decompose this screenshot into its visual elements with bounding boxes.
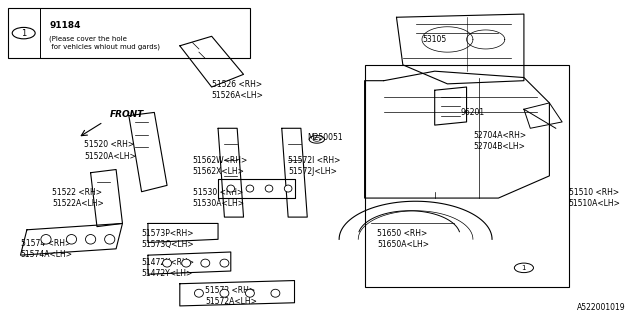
Text: M250051: M250051 (307, 133, 343, 142)
Ellipse shape (284, 185, 292, 192)
Text: 1: 1 (21, 28, 26, 38)
Text: 51522 <RH>
51522A<LH>: 51522 <RH> 51522A<LH> (52, 188, 104, 208)
Text: 91184: 91184 (49, 21, 81, 30)
Text: FRONT: FRONT (109, 110, 144, 119)
Ellipse shape (246, 185, 253, 192)
Text: 51650 <RH>
51650A<LH>: 51650 <RH> 51650A<LH> (378, 229, 429, 249)
Text: 51562W<RH>
51562X<LH>: 51562W<RH> 51562X<LH> (193, 156, 248, 176)
Text: 52704A<RH>
52704B<LH>: 52704A<RH> 52704B<LH> (473, 131, 526, 151)
Text: 51574 <RH>
51574A<LH>: 51574 <RH> 51574A<LH> (20, 239, 72, 259)
Ellipse shape (265, 185, 273, 192)
Ellipse shape (182, 259, 191, 267)
Text: 51572I <RH>
51572J<LH>: 51572I <RH> 51572J<LH> (288, 156, 340, 176)
Text: 51573P<RH>
51573Q<LH>: 51573P<RH> 51573Q<LH> (141, 229, 194, 249)
Text: A522001019: A522001019 (577, 303, 626, 312)
Text: 51520 <RH>
51520A<LH>: 51520 <RH> 51520A<LH> (84, 140, 136, 161)
Ellipse shape (86, 235, 96, 244)
Text: 1: 1 (522, 265, 526, 271)
Ellipse shape (246, 289, 254, 297)
Text: 96201: 96201 (460, 108, 484, 117)
Ellipse shape (271, 289, 280, 297)
Text: 51530 <RH>
51530A<LH>: 51530 <RH> 51530A<LH> (193, 188, 244, 208)
Circle shape (12, 28, 35, 39)
Ellipse shape (163, 259, 172, 267)
Text: 53105: 53105 (422, 35, 446, 44)
Ellipse shape (195, 289, 204, 297)
Text: (Please cover the hole
 for vehicles whiout mud gards): (Please cover the hole for vehicles whio… (49, 36, 160, 50)
Text: 51526 <RH>
51526A<LH>: 51526 <RH> 51526A<LH> (212, 80, 264, 100)
Ellipse shape (227, 185, 235, 192)
Text: 51572 <RH>
51572A<LH>: 51572 <RH> 51572A<LH> (205, 286, 257, 307)
Text: 51472X<RH>
51472Y<LH>: 51472X<RH> 51472Y<LH> (141, 258, 195, 278)
Ellipse shape (41, 235, 51, 244)
Ellipse shape (104, 235, 115, 244)
Ellipse shape (201, 259, 210, 267)
Ellipse shape (67, 235, 77, 244)
Ellipse shape (220, 259, 229, 267)
Ellipse shape (220, 289, 229, 297)
Circle shape (515, 263, 534, 273)
Bar (8, 8, 250, 59)
Text: 51510 <RH>
51510A<LH>: 51510 <RH> 51510A<LH> (568, 188, 620, 208)
Bar (365, 65, 568, 287)
